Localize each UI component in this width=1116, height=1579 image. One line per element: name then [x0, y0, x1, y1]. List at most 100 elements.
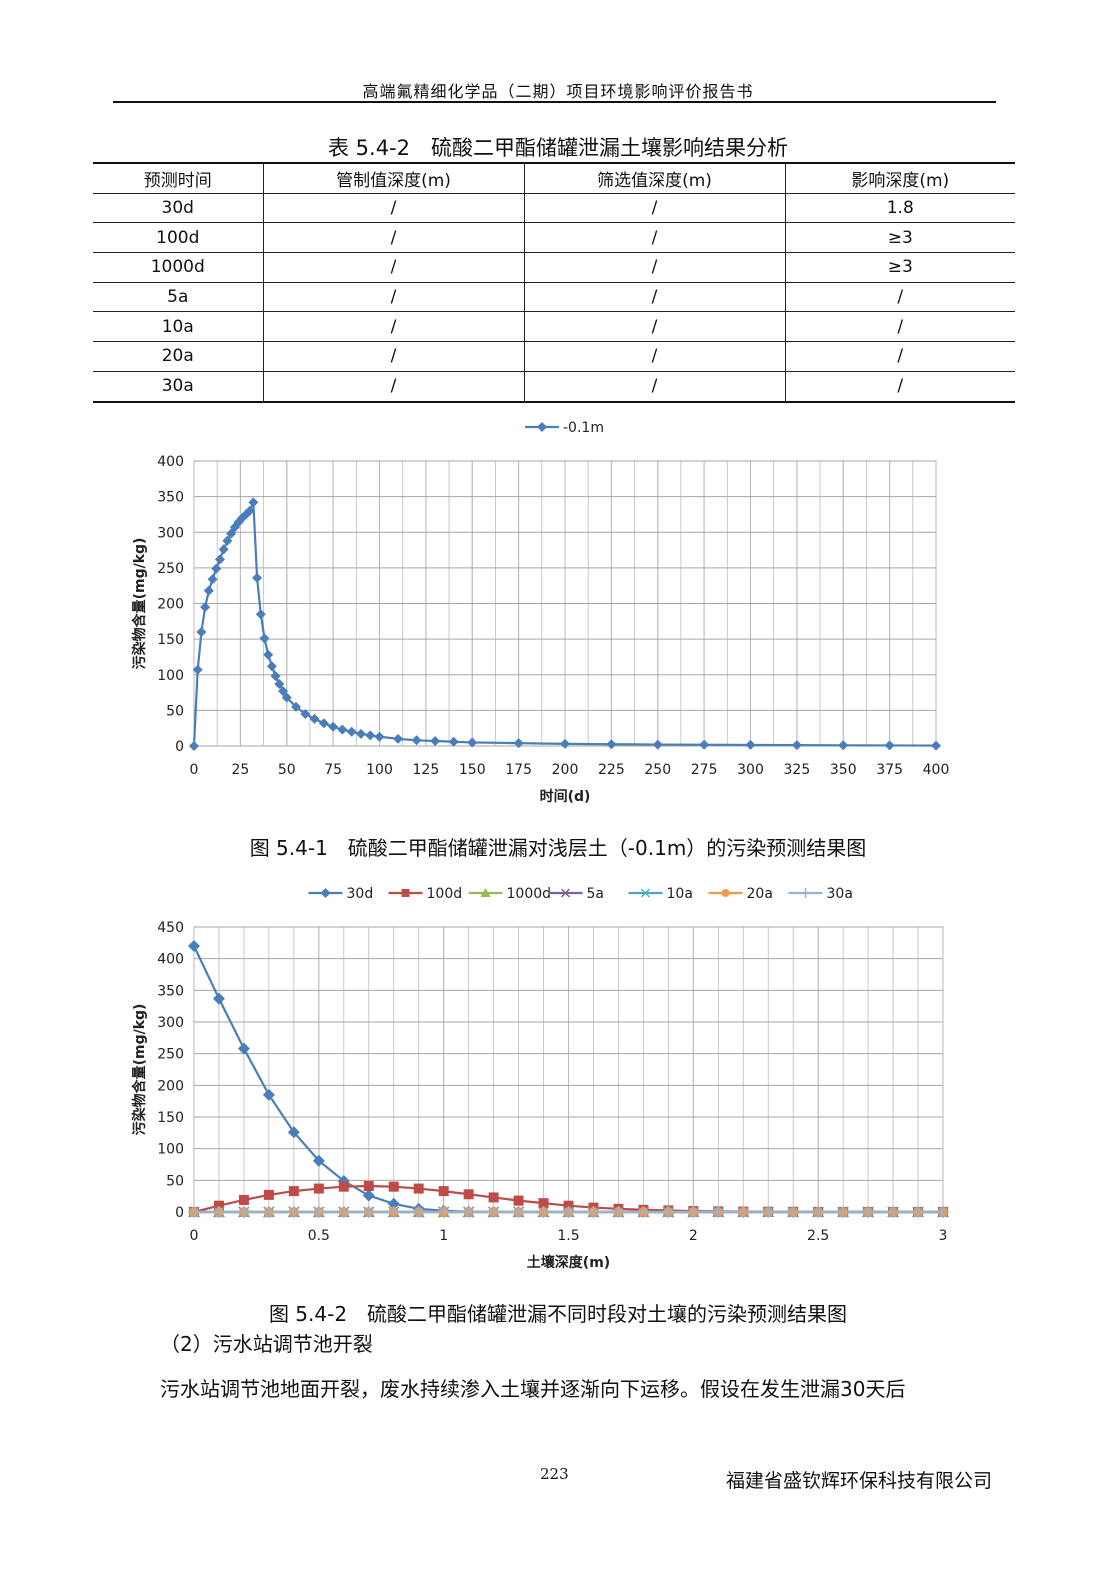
- data-point: [214, 554, 225, 565]
- data-point: [762, 1206, 775, 1218]
- data-point: [266, 661, 277, 672]
- data-point: [252, 572, 263, 583]
- table-cell: ≥3: [784, 222, 1015, 254]
- y-axis-label: 污染物含量(mg/kg): [131, 1004, 148, 1136]
- data-point: [287, 1126, 300, 1139]
- data-point: [338, 1181, 349, 1192]
- x-tick-label: 2: [689, 1228, 698, 1244]
- data-point: [884, 740, 895, 751]
- document-header-title: 高端氟精细化学品（二期）项目环境影响评价报告书: [362, 82, 754, 101]
- data-point: [560, 738, 570, 749]
- table-cell: /: [262, 252, 525, 283]
- data-point: [387, 1206, 400, 1218]
- data-point: [412, 1206, 425, 1218]
- y-axis-label: 污染物含量(mg/kg): [131, 538, 148, 670]
- data-point: [487, 1206, 500, 1218]
- legend-label: -0.1m: [563, 420, 604, 436]
- data-point: [337, 724, 348, 735]
- shallow-soil-time-chart: 0 25 50 75 100 125 150 175 200 225 250 275 300 325 350…: [131, 420, 950, 805]
- x-tick-label: 150: [459, 762, 486, 778]
- data-point: [640, 888, 651, 898]
- x-tick-label: 25: [231, 762, 249, 778]
- data-point: [699, 739, 710, 750]
- data-point: [328, 721, 339, 732]
- data-point: [222, 535, 233, 546]
- data-point: [562, 1206, 575, 1218]
- table-row: 30d / / 1.8: [93, 192, 1015, 224]
- y-tick-label: 250: [157, 561, 184, 577]
- data-point: [238, 1194, 249, 1205]
- x-tick-label: 400: [923, 762, 950, 778]
- table-cell: 100d: [93, 222, 264, 254]
- data-point: [800, 888, 811, 898]
- data-point: [513, 738, 524, 749]
- data-point: [480, 888, 491, 897]
- data-point: [430, 736, 441, 747]
- data-point: [255, 609, 266, 620]
- table-cell: /: [523, 311, 786, 343]
- y-tick-label: 200: [157, 597, 184, 613]
- table-header-row: 预测时间 管制值深度(m) 筛选值深度(m) 影响深度(m): [93, 161, 1015, 194]
- table-cell: /: [262, 281, 525, 313]
- data-point: [287, 1206, 300, 1218]
- data-point: [791, 740, 802, 751]
- data-point: [237, 1206, 250, 1218]
- data-point: [300, 708, 311, 719]
- table-cell: 10a: [93, 311, 264, 343]
- figure-caption-1: 图 5.4-1 硫酸二甲酯储罐泄漏对浅层土（-0.1m）的污染预测结果图: [249, 836, 867, 860]
- table-row: 1000d / / ≥3: [93, 252, 1015, 283]
- data-point: [259, 633, 270, 644]
- data-point: [411, 735, 422, 746]
- legend-label: 30d: [347, 886, 374, 902]
- table-cell: /: [784, 311, 1015, 343]
- x-tick-label: 200: [552, 762, 579, 778]
- legend-label: 20a: [747, 886, 773, 902]
- data-point: [837, 1206, 850, 1218]
- data-point: [288, 1186, 299, 1197]
- y-tick-label: 100: [157, 1142, 184, 1158]
- x-tick-label: 300: [737, 762, 764, 778]
- data-point: [203, 585, 214, 596]
- data-point: [652, 739, 663, 750]
- x-tick-label: 0.5: [308, 1228, 330, 1244]
- y-tick-label: 50: [166, 703, 184, 719]
- x-tick-label: 275: [691, 762, 718, 778]
- table-cell: 5a: [93, 281, 264, 313]
- legend-label: 5a: [587, 886, 605, 902]
- data-point: [462, 1206, 475, 1218]
- table-cell: /: [262, 311, 525, 343]
- header-rule: [113, 101, 996, 103]
- x-tick-label: 375: [876, 762, 903, 778]
- data-point: [365, 730, 376, 741]
- data-point: [363, 1181, 374, 1192]
- data-point: [512, 1206, 525, 1218]
- table-row: 5a / / /: [93, 281, 1015, 313]
- y-tick-label: 50: [166, 1173, 184, 1189]
- data-point: [887, 1206, 900, 1218]
- data-point: [587, 1206, 600, 1218]
- data-point: [218, 544, 229, 555]
- table-cell: /: [523, 341, 786, 372]
- table-cell: /: [523, 281, 786, 313]
- page-number: 223: [540, 1465, 569, 1483]
- data-point: [721, 889, 730, 897]
- legend-label: 100d: [427, 886, 463, 902]
- data-point: [606, 739, 617, 750]
- table-cell: /: [262, 341, 525, 372]
- data-point: [196, 627, 207, 637]
- table-cell: /: [784, 370, 1015, 403]
- data-point: [355, 728, 366, 739]
- results-table: 预测时间 管制值深度(m) 筛选值深度(m) 影响深度(m) 30d / / 1…: [93, 161, 1015, 403]
- y-tick-label: 250: [157, 1047, 184, 1063]
- data-point: [662, 1206, 675, 1218]
- x-tick-label: 0: [190, 762, 199, 778]
- body-paragraph: 污水站调节池地面开裂，废水持续渗入土壤并逐渐向下运移。假设在发生泄漏30天后: [160, 1377, 906, 1401]
- data-point: [312, 1154, 325, 1167]
- data-point: [248, 497, 259, 508]
- table-cell: /: [523, 192, 786, 224]
- x-tick-label: 125: [413, 762, 440, 778]
- data-point: [937, 1206, 949, 1218]
- table-cell: /: [262, 370, 525, 403]
- y-tick-label: 350: [157, 983, 184, 999]
- data-point: [745, 739, 756, 750]
